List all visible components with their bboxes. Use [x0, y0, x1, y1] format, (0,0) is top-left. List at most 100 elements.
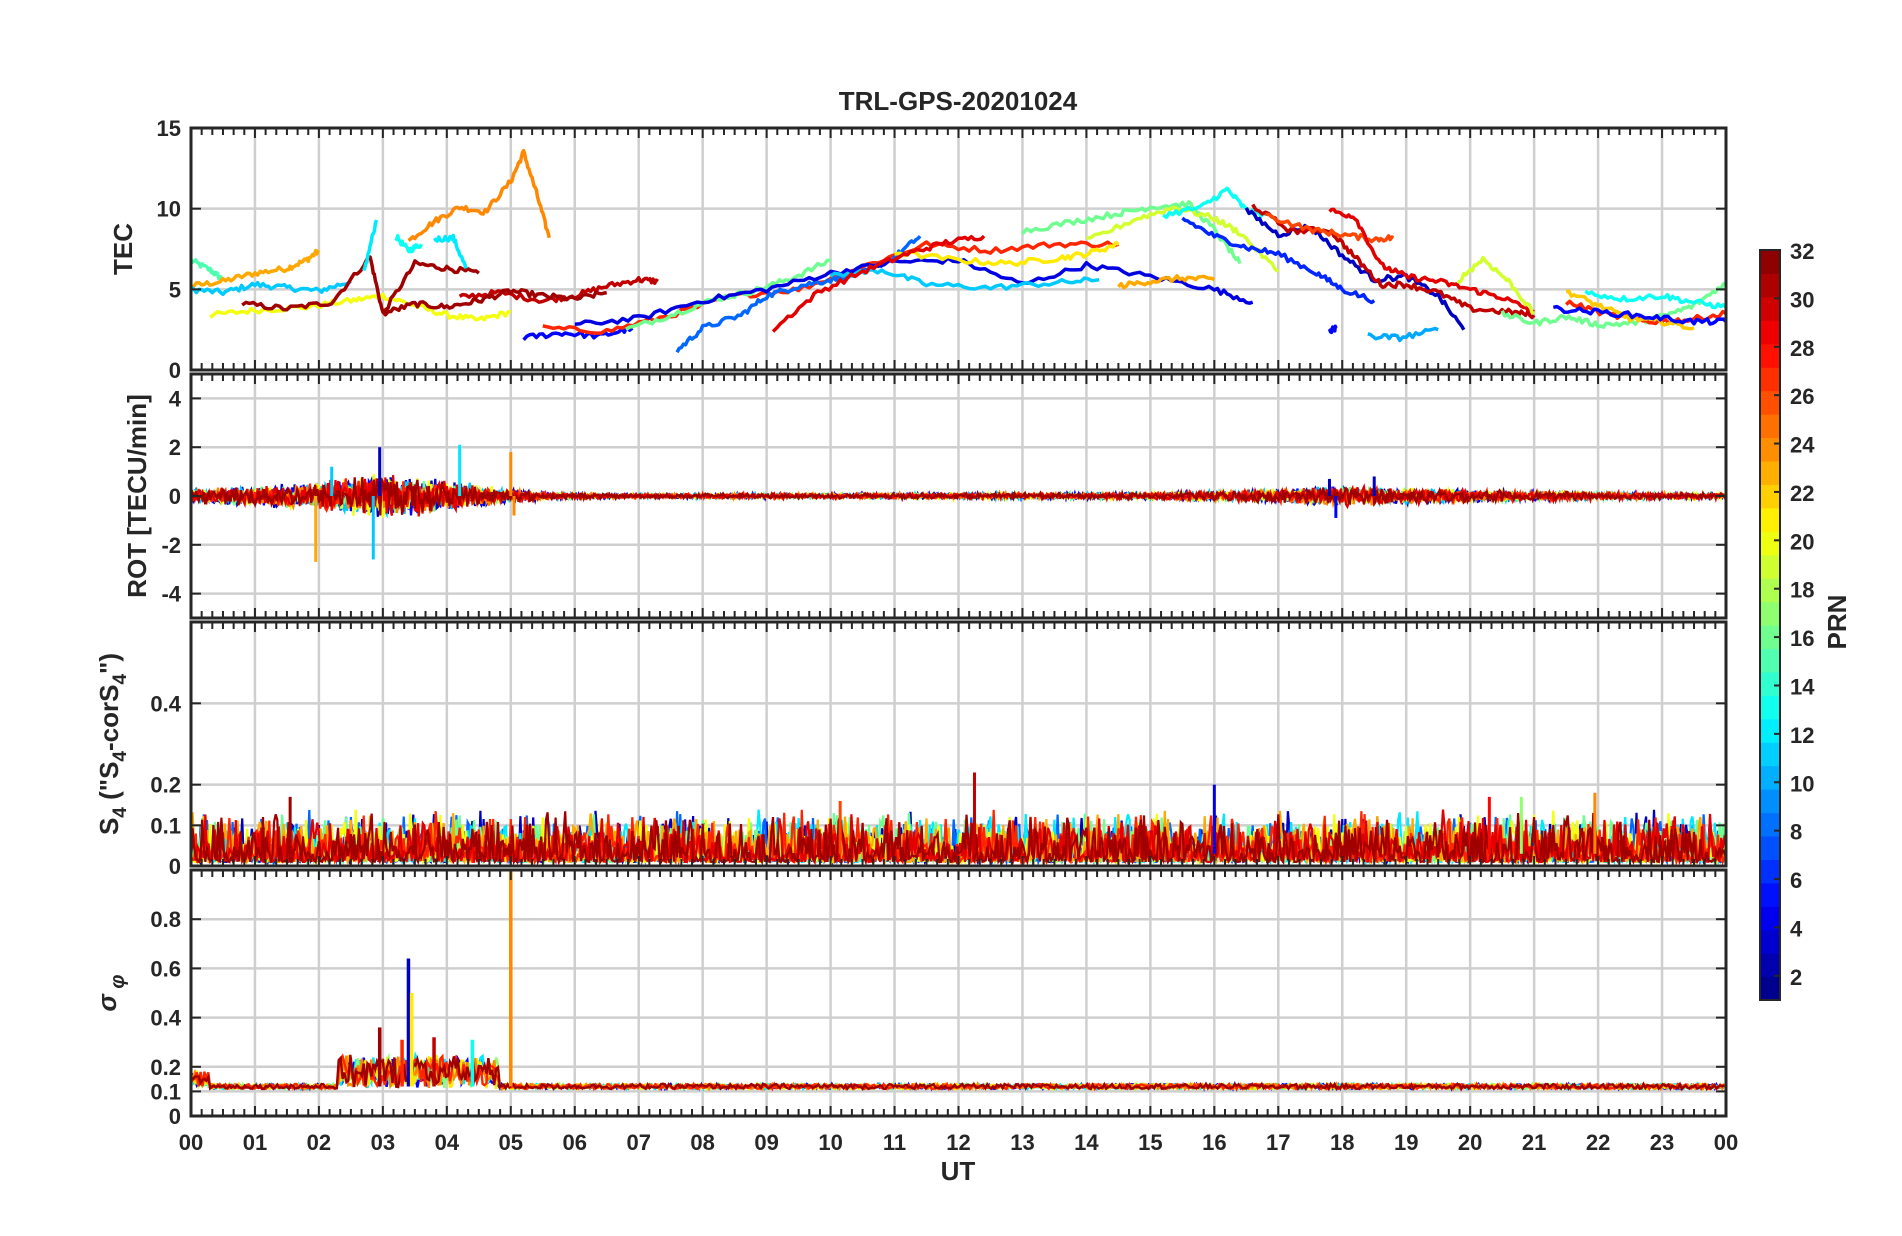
- y-tick-label: 10: [157, 197, 181, 222]
- tec-series-prn-26: [1265, 212, 1395, 244]
- tec-series-prn-15: [191, 258, 224, 282]
- y-tick-label: 2: [169, 435, 181, 460]
- x-tick-label: 14: [1074, 1130, 1099, 1155]
- x-tick-label: 10: [818, 1130, 842, 1155]
- colorbar-segment: [1760, 812, 1780, 837]
- colorbar-segment: [1760, 601, 1780, 626]
- x-tick-labels: 00 01 02 03 04 05 06 07 08 09 10 11 12 13 14 15 16 17 18 19…: [179, 1130, 1738, 1155]
- colorbar-segment: [1760, 765, 1780, 790]
- tec-series-prn-5: [1327, 324, 1338, 335]
- colorbar-tick-label: 12: [1790, 723, 1814, 748]
- x-tick-label: 04: [435, 1130, 460, 1155]
- colorbar-tick-label: 32: [1790, 239, 1814, 264]
- panel-s4: 0 0.1 0.2 0.4 S4 ("S4-corS4"): [94, 620, 1728, 879]
- colorbar-tick-label: 8: [1790, 820, 1802, 845]
- colorbar-segment: [1760, 554, 1780, 579]
- colorbar-segment: [1760, 531, 1780, 556]
- tec-series-prn-6: [1181, 216, 1376, 305]
- y-tick-label: 0.6: [150, 956, 181, 981]
- x-tick-label: 01: [243, 1130, 267, 1155]
- panel-s4-frame: [189, 620, 1728, 868]
- colorbar-tick-label: 14: [1790, 674, 1815, 699]
- colorbar-segment: [1760, 625, 1780, 650]
- x-tick-label: 20: [1458, 1130, 1482, 1155]
- tec-series-prn-13: [394, 233, 423, 254]
- panel-tec-yticks: 0 5 10 15: [157, 116, 181, 383]
- x-tick-label: 00: [1714, 1130, 1738, 1155]
- x-tick-label: 12: [946, 1130, 970, 1155]
- panel-tec: 0 5 10 15 TEC: [108, 116, 1728, 383]
- y-tick-label: -2: [161, 533, 181, 558]
- tec-series-prn-12: [433, 233, 468, 269]
- x-tick-label: 21: [1522, 1130, 1546, 1155]
- colorbar-tick-label: 22: [1790, 481, 1814, 506]
- colorbar-tick-label: 18: [1790, 578, 1814, 603]
- colorbar-segment: [1760, 484, 1780, 509]
- tec-series-prn-24: [407, 148, 551, 242]
- y-tick-label: 0.4: [150, 691, 181, 716]
- panel-sigma-phi-frame: [189, 868, 1728, 1118]
- x-tick-label: 15: [1138, 1130, 1162, 1155]
- panel-tec-grid: [189, 126, 1728, 372]
- tec-series-prn-13: [1584, 289, 1726, 310]
- x-tick-label: 16: [1202, 1130, 1226, 1155]
- y-tick-label: 0.8: [150, 907, 181, 932]
- colorbar-segment: [1760, 320, 1780, 345]
- y-tick-label: 0.1: [150, 813, 181, 838]
- y-tick-label: 4: [169, 386, 182, 411]
- colorbar-tick-label: 30: [1790, 287, 1814, 312]
- panel-s4-yticks: 0 0.1 0.2 0.4: [150, 691, 181, 879]
- panel-s4-ylabel: S4 ("S4-corS4"): [94, 653, 131, 835]
- y-tick-label: 0: [169, 854, 181, 879]
- y-tick-label: 0: [169, 358, 181, 383]
- colorbar-tick-label: 20: [1790, 529, 1814, 554]
- x-tick-label: 07: [626, 1130, 650, 1155]
- tec-series-prn-31: [381, 288, 608, 317]
- colorbar-segment: [1760, 929, 1780, 954]
- colorbar-segment: [1760, 367, 1780, 392]
- colorbar-segment: [1760, 250, 1780, 275]
- colorbar-tick-label: 4: [1790, 916, 1803, 941]
- tec-series-prn-29: [771, 234, 986, 333]
- colorbar-segment: [1760, 343, 1780, 368]
- y-tick-label: 0: [169, 484, 181, 509]
- colorbar-tick-label: 24: [1790, 433, 1815, 458]
- y-tick-label: 15: [157, 116, 181, 141]
- tec-series-prn-23: [191, 248, 320, 290]
- tec-series-prn-3: [1244, 207, 1466, 331]
- colorbar-tick-label: 6: [1790, 868, 1802, 893]
- x-tick-label: 22: [1586, 1130, 1610, 1155]
- sigma-series-prn-31: [191, 1054, 1725, 1092]
- panel-sigma-phi: 00.10.2 0.4 0.6 0.8 σ φ: [92, 868, 1728, 1129]
- chart-title: TRL-GPS-20201024: [839, 86, 1078, 116]
- x-tick-label: 09: [754, 1130, 778, 1155]
- y-tick-label: 0.1: [150, 1079, 181, 1104]
- colorbar-tick-label: 26: [1790, 384, 1814, 409]
- panel-rot-ylabel: ROT [TECU/min]: [122, 394, 152, 598]
- colorbar-segment: [1760, 507, 1780, 532]
- colorbar-segment: [1760, 578, 1780, 603]
- tec-series-prn-16: [625, 258, 831, 331]
- x-tick-label: 18: [1330, 1130, 1354, 1155]
- colorbar-segment: [1760, 742, 1780, 767]
- colorbar-segment: [1760, 976, 1780, 1001]
- colorbar-segment: [1760, 835, 1780, 860]
- x-tick-label: 19: [1394, 1130, 1418, 1155]
- tec-series-prn-29: [1328, 207, 1535, 314]
- tec-series-prn-16: [1500, 281, 1726, 329]
- x-tick-label: 00: [179, 1130, 203, 1155]
- colorbar-segment: [1760, 671, 1780, 696]
- tec-series-prn-19: [1086, 205, 1280, 273]
- tec-series-prn-22: [1565, 289, 1695, 331]
- rot-series-prn-31: [191, 476, 1726, 516]
- tec-series-prn-13: [1162, 186, 1267, 220]
- colorbar-segment: [1760, 859, 1780, 884]
- panel-tec-ylabel: TEC: [108, 223, 138, 275]
- colorbar-tick-label: 2: [1790, 965, 1802, 990]
- panel-tec-frame: [189, 126, 1728, 372]
- panel-rot-series: [191, 444, 1726, 562]
- tec-series-prn-23: [1117, 274, 1216, 290]
- x-tick-label: 17: [1266, 1130, 1290, 1155]
- colorbar-segment: [1760, 648, 1780, 673]
